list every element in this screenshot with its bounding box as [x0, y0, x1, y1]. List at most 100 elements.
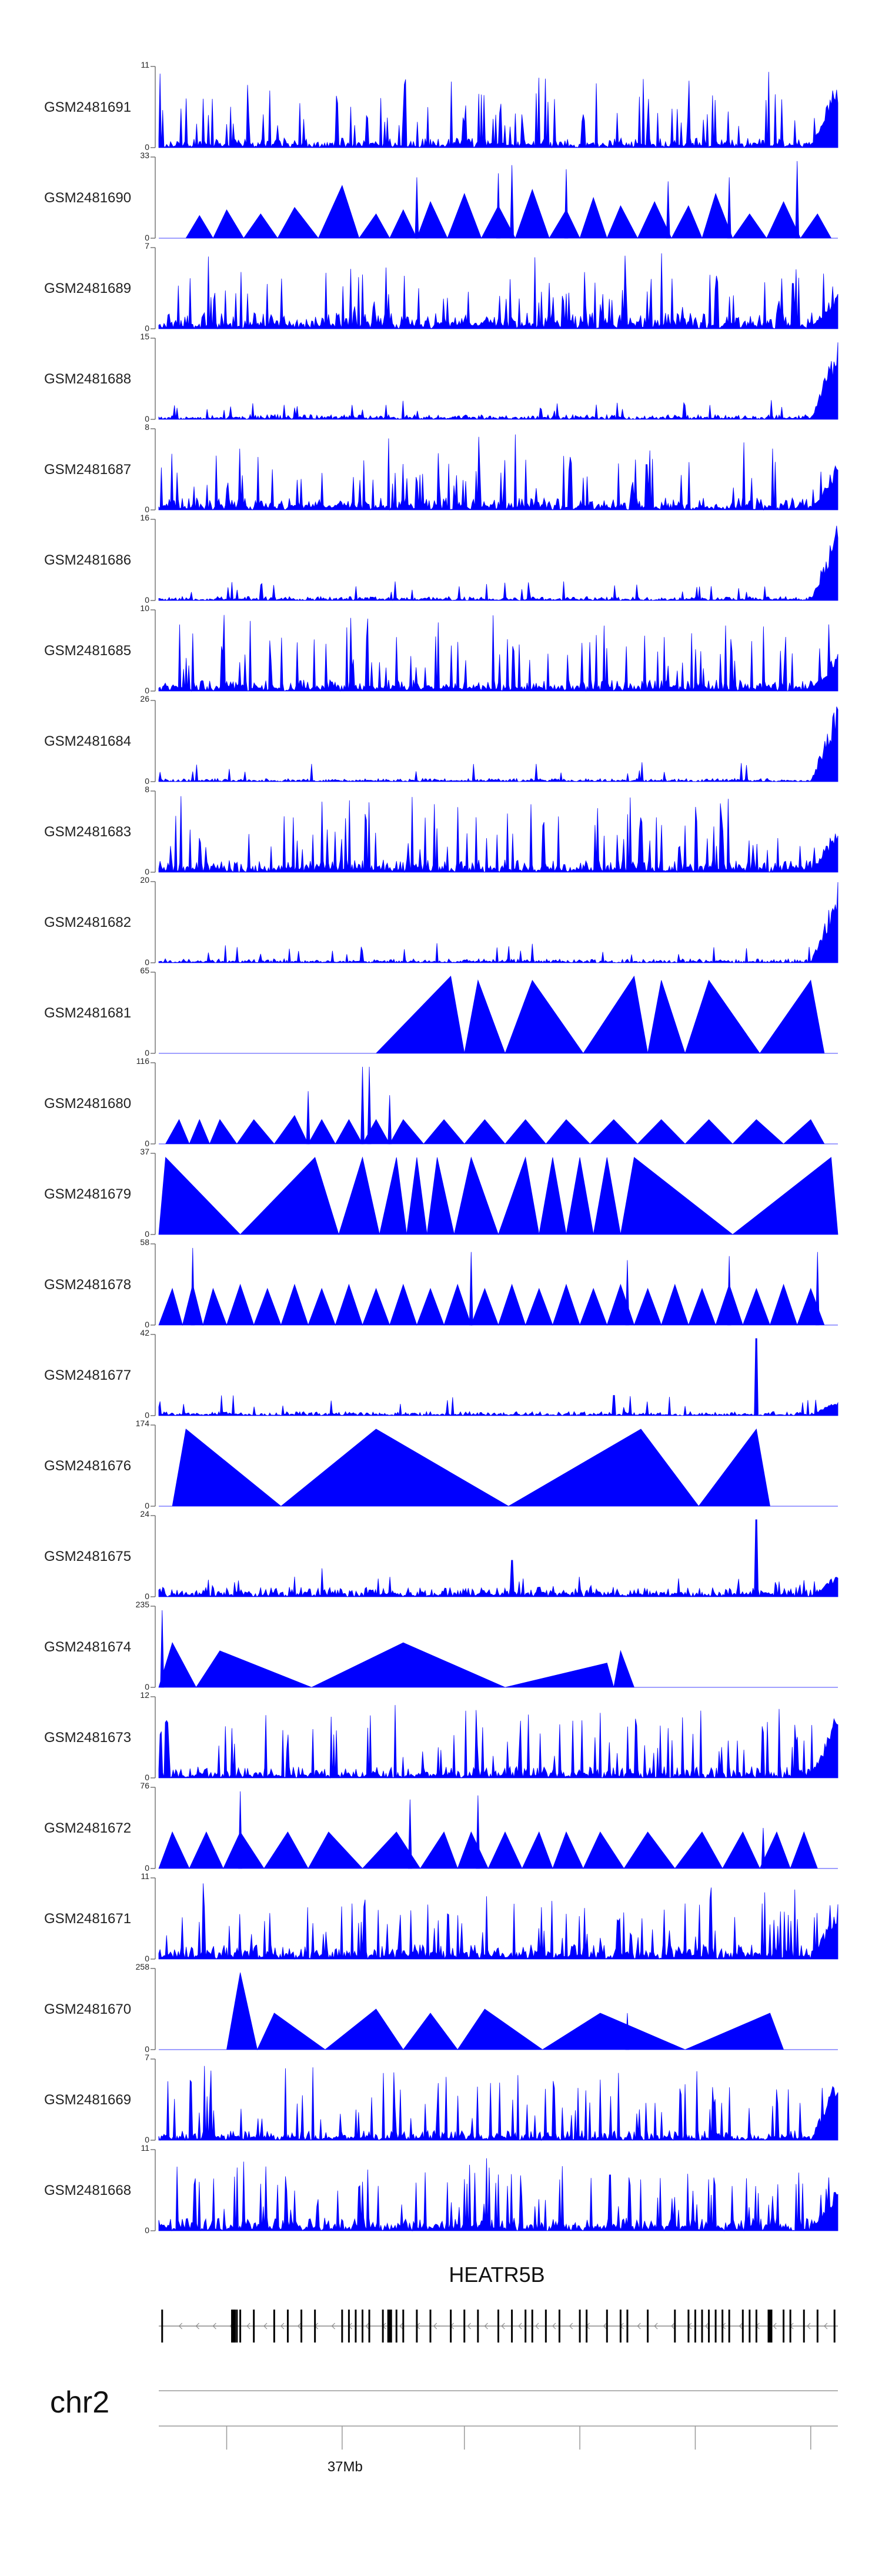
strand-arrow-icon [433, 2323, 437, 2330]
coverage-area-GSM2481668 [158, 2158, 838, 2232]
strand-arrow-icon [773, 2323, 777, 2330]
y-max-label: 258 [136, 1962, 150, 1971]
y-min-label: 0 [145, 1320, 149, 1329]
strand-arrow-icon [263, 2323, 268, 2330]
coverage-area-GSM2481685 [158, 615, 838, 692]
y-max-label: 8 [145, 422, 149, 432]
exon [579, 2310, 581, 2343]
coverage-spike [160, 1610, 165, 1688]
track-label-GSM2481672: GSM2481672 [44, 1820, 131, 1836]
exon [463, 2310, 466, 2343]
coverage-spike [496, 173, 500, 239]
coverage-area-GSM2481671 [158, 1883, 838, 1960]
coverage-spike [469, 1252, 473, 1326]
y-min-label: 0 [145, 1410, 149, 1420]
exon [236, 2310, 238, 2343]
y-max-label: 26 [140, 694, 149, 703]
exon [161, 2310, 163, 2343]
y-min-label: 0 [145, 414, 149, 423]
coverage-spike [407, 1799, 412, 1869]
coverage-spike [761, 1827, 766, 1869]
coverage-area-GSM2481675 [158, 1519, 838, 1598]
y-min-label: 0 [145, 2135, 149, 2144]
exon [714, 2310, 717, 2343]
coverage-spike [727, 1256, 731, 1326]
exon [708, 2310, 710, 2343]
coverage-area-GSM2481689 [158, 253, 838, 330]
y-max-label: 11 [141, 2143, 149, 2153]
exon [416, 2310, 418, 2343]
track-label-GSM2481674: GSM2481674 [44, 1639, 131, 1655]
exon [253, 2310, 255, 2343]
y-min-label: 0 [145, 2044, 149, 2054]
coverage-spike [367, 1066, 372, 1144]
strand-arrow-icon [246, 2323, 250, 2330]
strand-arrow-icon [518, 2323, 522, 2330]
strand-arrow-icon [178, 2323, 183, 2330]
y-min-label: 0 [145, 1501, 149, 1510]
exon [783, 2310, 785, 2343]
strand-arrow-icon [739, 2323, 743, 2330]
coverage-area-GSM2481680 [159, 1115, 838, 1145]
exon [239, 2310, 242, 2343]
coverage-spike [238, 1791, 243, 1869]
coverage-area-GSM2481669 [158, 2066, 838, 2141]
coverage-spike [510, 165, 514, 239]
exon [619, 2310, 622, 2343]
y-min-label: 0 [145, 867, 149, 876]
coverage-area-GSM2481672 [158, 1831, 838, 1870]
coverage-spike [625, 1260, 630, 1326]
exon [694, 2310, 696, 2343]
coverage-spike [387, 1095, 392, 1144]
strand-arrow-icon [654, 2323, 658, 2330]
exon [558, 2310, 560, 2343]
track-label-GSM2481676: GSM2481676 [44, 1458, 131, 1474]
coverage-area-GSM2481674 [158, 1642, 838, 1688]
exon [300, 2310, 303, 2343]
coverage-spike [191, 1247, 195, 1326]
exon [749, 2310, 751, 2343]
track-label-GSM2481682: GSM2481682 [44, 915, 131, 930]
y-min-label: 0 [145, 1229, 149, 1239]
coverage-area-GSM2481686 [158, 525, 838, 602]
exon [524, 2310, 527, 2343]
y-min-label: 0 [145, 1682, 149, 1691]
y-max-label: 7 [145, 241, 149, 251]
exon [687, 2310, 690, 2343]
exon [789, 2310, 791, 2343]
exon [395, 2310, 397, 2343]
y-max-label: 20 [140, 875, 149, 885]
y-max-label: 16 [140, 513, 149, 522]
y-max-label: 8 [145, 785, 149, 794]
strand-arrow-icon [297, 2323, 302, 2330]
track-label-GSM2481681: GSM2481681 [44, 1005, 131, 1021]
exon [348, 2310, 350, 2343]
exon [273, 2310, 275, 2343]
exon [402, 2310, 405, 2343]
y-min-label: 0 [145, 233, 149, 242]
strand-arrow-icon [552, 2323, 556, 2330]
exon [833, 2310, 836, 2343]
track-label-GSM2481691: GSM2481691 [44, 99, 131, 115]
coverage-area-GSM2481679 [158, 1156, 838, 1236]
coverage-area-GSM2481677 [158, 1338, 838, 1416]
exon [314, 2310, 316, 2343]
strand-arrow-icon [501, 2323, 505, 2330]
y-min-label: 0 [145, 686, 149, 695]
strand-arrow-icon [603, 2323, 607, 2330]
y-min-label: 0 [145, 1954, 149, 1963]
track-label-GSM2481684: GSM2481684 [44, 733, 131, 749]
exon [544, 2310, 547, 2343]
coverage-spike [564, 169, 569, 239]
y-max-label: 10 [140, 603, 149, 613]
exon [803, 2310, 805, 2343]
y-max-label: 42 [140, 1328, 149, 1337]
coverage-area-GSM2481678 [158, 1283, 838, 1326]
exon [355, 2310, 357, 2343]
track-label-GSM2481670: GSM2481670 [44, 2001, 131, 2017]
track-label-GSM2481686: GSM2481686 [44, 552, 131, 568]
exon [626, 2310, 629, 2343]
exon [511, 2310, 513, 2343]
genome-axis-label: 37Mb [328, 2459, 363, 2475]
track-label-GSM2481673: GSM2481673 [44, 1730, 131, 1746]
